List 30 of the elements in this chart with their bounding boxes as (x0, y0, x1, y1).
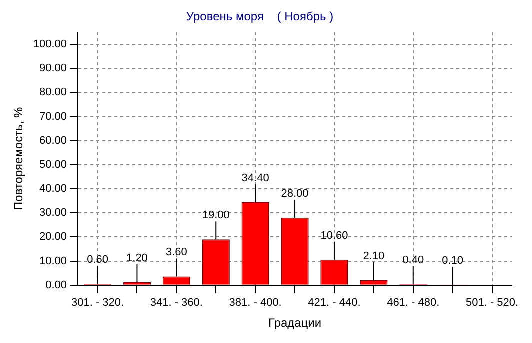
chart-title: Уровень моря ( Ноябрь ) (186, 10, 334, 24)
y-tick-label: 0.00 (46, 279, 68, 292)
x-tick-label: 501. - 520. (466, 297, 519, 310)
y-tick-label: 10.00 (40, 255, 68, 268)
x-tick-label: 301. - 320. (71, 297, 124, 310)
y-tick-label: 20.00 (40, 231, 68, 244)
data-label: 3.60 (166, 246, 188, 259)
x-tick-label: 341. - 360. (150, 297, 203, 310)
x-tick-label: 461. - 480. (387, 297, 440, 310)
x-axis-title: Градации (268, 316, 322, 330)
y-tick-label: 40.00 (40, 183, 68, 196)
data-label: 0.40 (402, 254, 424, 266)
data-label: 10.60 (320, 230, 348, 242)
data-label: 34.40 (242, 172, 270, 185)
x-tick-label: 421. - 440. (308, 297, 361, 310)
data-label: 28.00 (281, 188, 309, 200)
y-tick-label: 80.00 (40, 86, 68, 99)
data-label: 19.00 (202, 210, 230, 222)
y-tick-label: 90.00 (40, 62, 68, 75)
y-tick-label: 60.00 (40, 134, 68, 147)
y-tick-label: 50.00 (40, 158, 68, 171)
y-tick-label: 70.00 (40, 110, 68, 123)
y-tick-label: 30.00 (40, 207, 68, 220)
data-label: 0.60 (87, 254, 108, 266)
data-label: 2.10 (363, 250, 385, 262)
y-tick-label: 100.00 (33, 38, 68, 50)
data-label: 0.10 (442, 255, 464, 268)
y-axis-title: Повторяемость, % (12, 106, 26, 210)
data-label: 1.20 (126, 252, 148, 265)
x-tick-label: 381. - 400. (229, 297, 282, 310)
